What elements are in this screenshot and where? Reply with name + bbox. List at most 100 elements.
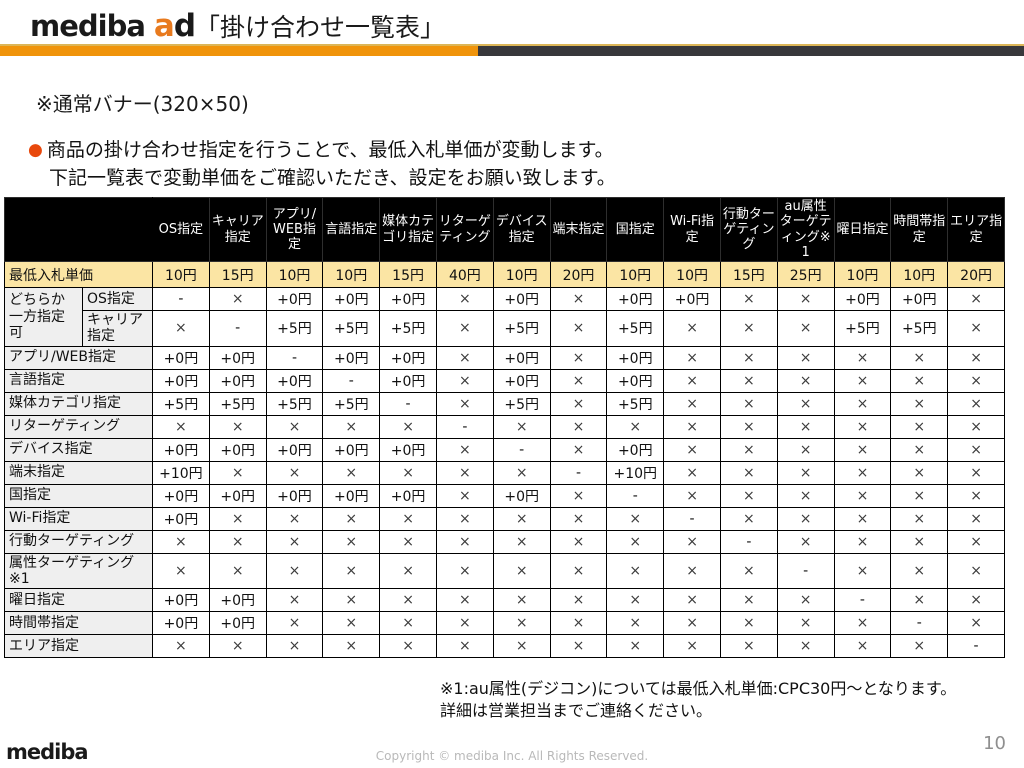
matrix-cell: × [719, 460, 778, 485]
minimum-bid-label: 最低入札単価 [4, 261, 153, 289]
ad-logo: ad [153, 8, 196, 44]
matrix-cell: × [719, 587, 778, 612]
matrix-cell: × [152, 310, 210, 347]
matrix-cell: +0円 [379, 368, 437, 393]
matrix-cell: × [663, 345, 721, 370]
matrix-cell: +0円 [208, 345, 267, 370]
matrix-cell: × [947, 287, 1005, 312]
matrix-cell: - [947, 633, 1005, 658]
matrix-cell: +0円 [208, 610, 267, 635]
matrix-cell: × [322, 529, 381, 554]
matrix-cell: × [152, 529, 210, 554]
matrix-cell: +0円 [152, 483, 210, 508]
matrix-cell: +5円 [152, 391, 210, 416]
matrix-cell: × [890, 437, 949, 462]
matrix-cell: × [492, 529, 551, 554]
matrix-cell: × [663, 391, 721, 416]
matrix-cell: - [435, 414, 494, 439]
table-row: 媒体カテゴリ指定 +5円 +5円 +5円 +5円 - × +5円 × +5円 × × × × × × [4, 391, 1005, 416]
matrix-cell: +0円 [208, 483, 267, 508]
matrix-cell: × [947, 529, 1005, 554]
matrix-cell: +10円 [606, 460, 665, 485]
matrix-cell: +0円 [322, 437, 381, 462]
matrix-cell: +0円 [208, 437, 267, 462]
row-label-cell: デバイス指定 [4, 437, 153, 462]
table-row: 属性ターゲティング※1 × × × × × × × × × × × - × × × [4, 552, 1005, 589]
matrix-cell: × [549, 529, 608, 554]
matrix-cell: +0円 [492, 483, 551, 508]
matrix-cell: +5円 [379, 310, 437, 347]
matrix-cell: × [947, 437, 1005, 462]
matrix-cell: × [890, 529, 949, 554]
matrix-cell: × [833, 437, 892, 462]
matrix-cell: × [833, 552, 892, 589]
matrix-cell: × [890, 633, 949, 658]
matrix-cell: × [947, 310, 1005, 347]
matrix-cell: × [435, 345, 494, 370]
matrix-cell: × [152, 633, 210, 658]
matrix-cell: × [606, 506, 665, 531]
footnote: ※1:au属性(デジコン)については最低入札単価:CPC30円〜となります。 詳… [440, 678, 956, 722]
minimum-bid-value: 20円 [549, 261, 608, 289]
matrix-cell: × [776, 633, 835, 658]
matrix-cell: × [719, 310, 778, 347]
matrix-cell: × [492, 414, 551, 439]
matrix-cell: × [549, 587, 608, 612]
column-header: OS指定 [152, 196, 210, 263]
row-label-cell: エリア指定 [4, 633, 153, 658]
matrix-cell: × [833, 610, 892, 635]
matrix-cell: × [833, 633, 892, 658]
matrix-cell: × [719, 506, 778, 531]
matrix-cell: × [152, 552, 210, 589]
matrix-cell: × [947, 587, 1005, 612]
matrix-cell: × [322, 414, 381, 439]
matrix-cell: × [379, 506, 437, 531]
matrix-cell: × [663, 483, 721, 508]
matrix-cell: +5円 [606, 391, 665, 416]
row-label-cell: 曜日指定 [4, 587, 153, 612]
matrix-cell: - [208, 310, 267, 347]
matrix-cell: +0円 [208, 587, 267, 612]
column-header: 媒体カテゴリ指定 [379, 196, 437, 263]
matrix-cell: × [947, 506, 1005, 531]
matrix-cell: × [719, 633, 778, 658]
matrix-cell: × [265, 414, 324, 439]
matrix-cell: × [549, 391, 608, 416]
matrix-cell: × [265, 552, 324, 589]
matrix-cell: × [719, 345, 778, 370]
matrix-cell: × [435, 368, 494, 393]
minimum-bid-value: 10円 [152, 261, 210, 289]
matrix-cell: × [947, 391, 1005, 416]
table-row: 言語指定 +0円 +0円 +0円 - +0円 × +0円 × +0円 × × × × × × [4, 368, 1005, 393]
matrix-cell: × [549, 610, 608, 635]
matrix-cell: +0円 [208, 368, 267, 393]
column-header: 端末指定 [549, 196, 608, 263]
matrix-cell: × [549, 287, 608, 312]
matrix-cell: × [663, 587, 721, 612]
matrix-cell: × [833, 345, 892, 370]
mediba-logo: mediba [30, 9, 146, 43]
row-label-cell: 端末指定 [4, 460, 153, 485]
column-header: アプリ/WEB指定 [265, 196, 324, 263]
matrix-cell: - [379, 391, 437, 416]
matrix-cell: × [947, 610, 1005, 635]
table-row: アプリ/WEB指定 +0円 +0円 - +0円 +0円 × +0円 × +0円 × × × × × × [4, 345, 1005, 370]
matrix-cell: × [606, 633, 665, 658]
matrix-cell: × [833, 460, 892, 485]
matrix-cell: × [833, 414, 892, 439]
matrix-cell: × [435, 437, 494, 462]
matrix-cell: × [890, 552, 949, 589]
matrix-cell: × [379, 633, 437, 658]
column-header: Wi-Fi指定 [663, 196, 721, 263]
table-row: 端末指定 +10円 × × × × × × - +10円 × × × × × × [4, 460, 1005, 485]
column-header: au属性ターゲティング※1 [776, 196, 835, 263]
matrix-cell: +0円 [606, 345, 665, 370]
matrix-cell: × [776, 460, 835, 485]
row-label-cell: キャリア指定 [82, 310, 153, 347]
table-row: キャリア指定 × - +5円 +5円 +5円 × +5円 × +5円 × × × +5円 +5円 × [5, 310, 1005, 347]
matrix-cell: × [890, 345, 949, 370]
matrix-cell: × [265, 610, 324, 635]
matrix-cell: +5円 [322, 391, 381, 416]
matrix-cell: - [549, 460, 608, 485]
table-header-row: OS指定 キャリア指定 アプリ/WEB指定 言語指定 媒体カテゴリ指定 リターゲティングデ… [4, 196, 1005, 263]
